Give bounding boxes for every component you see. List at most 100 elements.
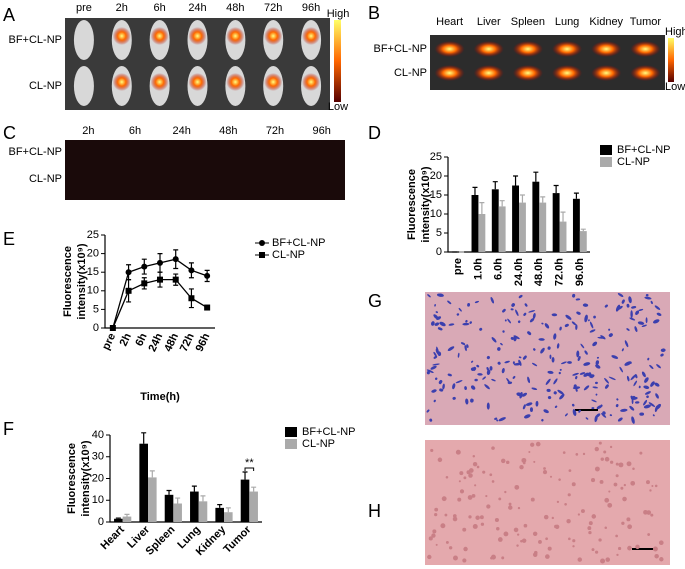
cell bbox=[501, 458, 506, 464]
cell bbox=[524, 414, 531, 419]
signal bbox=[150, 73, 169, 91]
cell bbox=[654, 305, 661, 310]
column-label: Tumor bbox=[630, 16, 662, 28]
y-tick-label: 15 bbox=[430, 189, 442, 201]
panel-label: H bbox=[368, 501, 381, 521]
cell bbox=[650, 300, 653, 305]
cell bbox=[501, 367, 505, 374]
cell bbox=[596, 356, 600, 359]
cell bbox=[575, 324, 578, 330]
error-bar bbox=[513, 175, 519, 186]
cell bbox=[459, 471, 464, 476]
legend-label: BF+CL-NP bbox=[617, 144, 671, 156]
cell bbox=[468, 515, 472, 519]
legend-label: CL-NP bbox=[302, 438, 335, 450]
signal bbox=[302, 73, 321, 91]
cell bbox=[542, 470, 548, 475]
cell bbox=[609, 414, 613, 417]
legend-label: CL-NP bbox=[272, 249, 305, 261]
cell bbox=[547, 395, 552, 400]
cell bbox=[535, 441, 541, 447]
cell bbox=[465, 398, 469, 405]
cell bbox=[521, 392, 528, 397]
cell bbox=[638, 308, 644, 311]
cell bbox=[594, 446, 599, 452]
organ bbox=[552, 41, 583, 57]
cell bbox=[484, 384, 490, 390]
cell bbox=[659, 557, 664, 562]
cell bbox=[639, 451, 643, 455]
bar bbox=[139, 443, 148, 522]
cell bbox=[621, 521, 625, 525]
x-tick-label: 24.0h bbox=[513, 258, 525, 286]
row-label: CL-NP bbox=[29, 80, 62, 92]
cell bbox=[433, 351, 437, 357]
cell bbox=[489, 473, 493, 477]
cell bbox=[616, 553, 619, 557]
annotation: ** bbox=[245, 457, 254, 469]
cell bbox=[637, 321, 645, 325]
cell bbox=[480, 522, 485, 526]
cell bbox=[434, 304, 436, 307]
column-label: Liver bbox=[477, 16, 501, 28]
cell bbox=[647, 533, 651, 536]
cell bbox=[431, 389, 437, 393]
cell bbox=[503, 531, 509, 537]
cell bbox=[608, 376, 616, 381]
cell bbox=[502, 308, 506, 313]
annotation-bracket bbox=[244, 467, 255, 471]
column-label: 48h bbox=[219, 125, 237, 137]
cell bbox=[631, 306, 637, 309]
cell bbox=[463, 476, 467, 480]
cell bbox=[621, 299, 625, 304]
cell bbox=[448, 323, 455, 326]
cell bbox=[513, 335, 517, 342]
cell bbox=[458, 307, 462, 312]
organ bbox=[434, 65, 465, 81]
y-tick-label: 25 bbox=[87, 229, 99, 241]
cell bbox=[427, 554, 432, 560]
cell bbox=[432, 529, 437, 534]
cell bbox=[468, 473, 473, 478]
cell bbox=[455, 449, 461, 455]
cell bbox=[543, 514, 549, 520]
cell bbox=[471, 494, 476, 498]
organ bbox=[552, 65, 583, 81]
cell bbox=[490, 297, 495, 304]
cell bbox=[472, 366, 477, 371]
cell bbox=[491, 337, 497, 343]
cell bbox=[436, 346, 439, 352]
cell bbox=[651, 484, 654, 487]
cell bbox=[547, 370, 554, 374]
cell bbox=[631, 416, 635, 424]
cell bbox=[474, 484, 477, 487]
cell bbox=[456, 313, 460, 316]
cell bbox=[571, 403, 575, 407]
cell bbox=[633, 380, 638, 387]
cell bbox=[615, 462, 619, 466]
cell bbox=[615, 474, 619, 478]
row-label: CL-NP bbox=[29, 173, 62, 185]
bar bbox=[148, 477, 157, 522]
cell bbox=[620, 486, 624, 490]
organ bbox=[630, 41, 661, 57]
cell bbox=[629, 405, 635, 411]
cell bbox=[604, 526, 608, 530]
cell bbox=[528, 310, 536, 313]
cell bbox=[427, 294, 431, 298]
cell bbox=[588, 530, 592, 535]
cell bbox=[638, 385, 641, 389]
bar bbox=[122, 516, 132, 522]
cell bbox=[564, 502, 567, 506]
cell bbox=[627, 545, 632, 551]
y-tick-label: 10 bbox=[430, 208, 442, 220]
cell bbox=[648, 402, 656, 408]
bar bbox=[198, 501, 208, 522]
cell bbox=[472, 523, 478, 529]
x-tick-label: Spleen bbox=[144, 524, 178, 558]
cell bbox=[591, 407, 595, 410]
cell bbox=[538, 338, 545, 341]
cell bbox=[464, 386, 467, 391]
cell bbox=[649, 489, 652, 492]
cell bbox=[494, 417, 498, 420]
